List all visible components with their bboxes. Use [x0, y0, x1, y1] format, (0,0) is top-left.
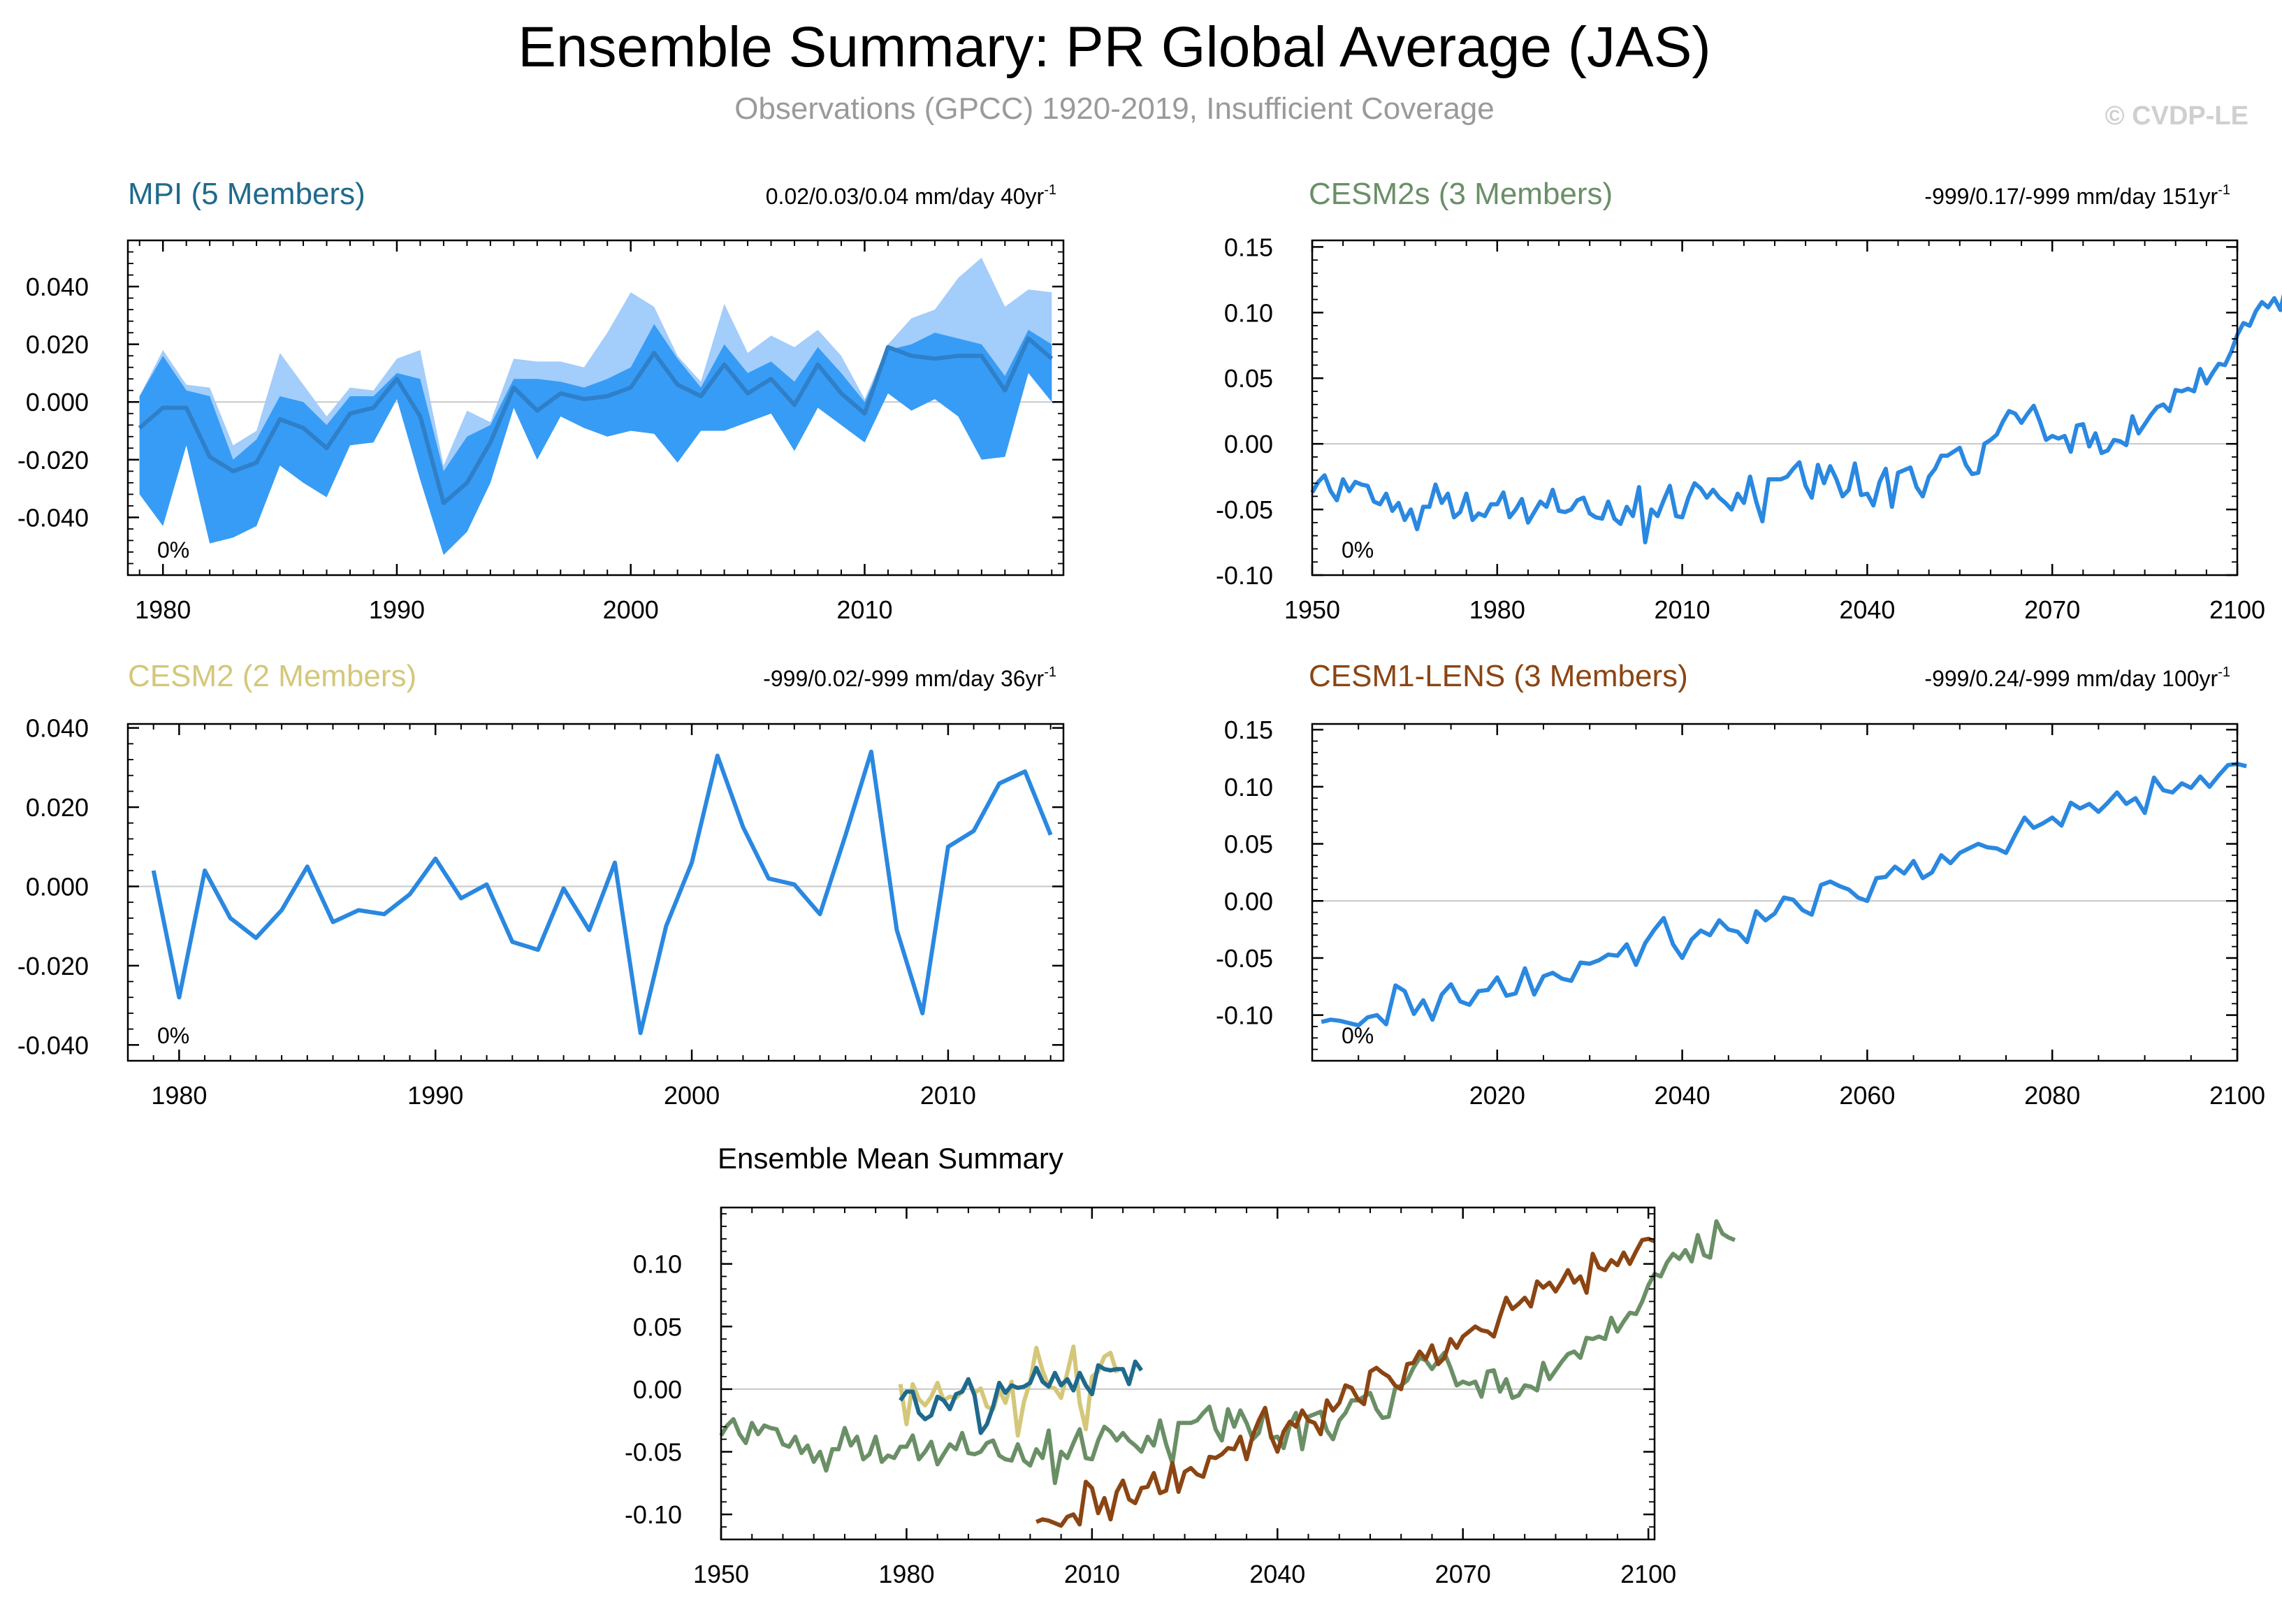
cvdp-le-watermark: © CVDP-LE: [2105, 101, 2248, 131]
summary-line-cesm1: [1035, 1236, 1656, 1528]
mpi-axes: 1980 1990 2000 2010 -0.040 -0.020 0.000 0.020 0.…: [17, 239, 1065, 624]
cesm2s-coverage-label: 0%: [1342, 537, 1374, 563]
cesm1-xtick-label: 2020: [1469, 1081, 1525, 1110]
summary-panel-title: Ensemble Mean Summary: [718, 1142, 1063, 1175]
summary-xtick-label: 2040: [1249, 1560, 1305, 1588]
mpi-ytick-label: 0.000: [26, 388, 89, 416]
mpi-panel: 1980 1990 2000 2010 -0.040 -0.020 0.000 0.020 0.…: [17, 177, 1065, 624]
cesm2s-ytick-label: 0.05: [1224, 364, 1273, 393]
cesm2s-ytick-label: 0.10: [1224, 298, 1273, 327]
mpi-stats-superscript: -1: [1044, 182, 1056, 198]
mpi-ensemble-mean-line: [138, 336, 1054, 505]
cesm2-xtick-label: 1990: [407, 1081, 463, 1110]
cesm2s-ytick-label: 0.00: [1224, 430, 1273, 458]
cesm2s-panel-title: CESM2s (3 Members): [1309, 177, 1613, 211]
cesm1-ensemble-mean-line: [1321, 762, 2247, 1028]
summary-ytick-label: -0.05: [625, 1438, 682, 1467]
cesm1-xtick-label: 2060: [1839, 1081, 1895, 1110]
cesm1-xtick-label: 2080: [2024, 1081, 2080, 1110]
summary-ytick-label: 0.10: [633, 1250, 682, 1279]
cesm2s-ensemble-mean-line: [1310, 293, 2282, 544]
cesm2s-stats-superscript: -1: [2218, 182, 2230, 198]
cesm2-axes: 1980 1990 2000 2010 -0.040 -0.020 0.000 0.020 0.…: [17, 714, 1065, 1110]
cesm2-ytick-label: 0.040: [26, 714, 89, 743]
summary-line-mpi: [899, 1359, 1144, 1435]
mpi-xtick-label: 2000: [603, 595, 659, 624]
cesm2-stats-label: -999/0.02/-999 mm/day 36yr-1: [763, 665, 1056, 691]
summary-xtick-label: 2010: [1064, 1560, 1120, 1588]
summary-ytick-label: 0.00: [633, 1375, 682, 1404]
cesm2s-xtick-label: 1950: [1284, 595, 1340, 624]
summary-xtick-label: 2070: [1435, 1560, 1491, 1588]
figure-title: Ensemble Summary: PR Global Average (JAS…: [518, 15, 1711, 79]
cesm2-panel: 1980 1990 2000 2010 -0.040 -0.020 0.000 0.020 0.…: [17, 659, 1065, 1110]
cesm2s-axes: 1950 1980 2010 2040 2070 2100 -0.10 -0.05 0.00 0.…: [1216, 233, 2265, 624]
mpi-xtick-label: 2010: [836, 595, 892, 624]
cesm1-ytick-label: 0.05: [1224, 830, 1273, 859]
cesm2s-xtick-label: 2040: [1839, 595, 1895, 624]
figure-subtitle: Observations (GPCC) 1920-2019, Insuffici…: [734, 92, 1495, 126]
cesm1-stats-superscript: -1: [2218, 665, 2230, 680]
cesm2-ytick-label: -0.020: [17, 952, 89, 980]
cesm1-panel: 2020 2040 2060 2080 2100 -0.10 -0.05 0.00 0.05 0.…: [1216, 659, 2265, 1110]
summary-xtick-label: 1950: [693, 1560, 749, 1588]
summary-xtick-label: 1980: [878, 1560, 934, 1588]
cesm2-xtick-label: 1980: [151, 1081, 207, 1110]
mpi-xtick-label: 1990: [369, 595, 425, 624]
cesm1-ytick-label: 0.00: [1224, 887, 1273, 915]
cesm2s-xtick-label: 2010: [1655, 595, 1710, 624]
cesm1-xtick-label: 2100: [2209, 1081, 2265, 1110]
cesm2s-ytick-label: 0.15: [1224, 233, 1273, 261]
cesm1-coverage-label: 0%: [1342, 1023, 1374, 1048]
mpi-plot-frame: [126, 239, 1065, 577]
summary-line-cesm2s: [719, 1219, 1736, 1486]
summary-xtick-label: 2100: [1620, 1560, 1676, 1588]
mpi-ytick-label: 0.020: [26, 331, 89, 359]
cesm2-coverage-label: 0%: [157, 1023, 189, 1048]
cesm2-stats-superscript: -1: [1044, 665, 1056, 680]
cesm2-ytick-label: -0.040: [17, 1031, 89, 1059]
cesm2s-xtick-label: 2070: [2024, 595, 2080, 624]
summary-panel: 1950 1980 2010 2040 2070 2100 -0.10 -0.05 0.00 0.…: [625, 1142, 1736, 1588]
summary-plot-frame: [720, 1206, 1656, 1541]
mpi-10-90-band: [139, 324, 1052, 556]
cesm1-ytick-label: -0.05: [1216, 944, 1273, 973]
mpi-panel-title: MPI (5 Members): [128, 177, 365, 211]
cesm1-ytick-label: 0.10: [1224, 773, 1273, 802]
cesm1-ytick-label: -0.10: [1216, 1001, 1273, 1030]
mpi-coverage-label: 0%: [157, 537, 189, 563]
cesm2s-ytick-label: -0.10: [1216, 561, 1273, 590]
cesm2-plot-frame: [126, 723, 1065, 1062]
cesm2-xtick-label: 2000: [664, 1081, 720, 1110]
summary-ytick-label: -0.10: [625, 1500, 682, 1529]
cesm2s-ytick-label: -0.05: [1216, 495, 1273, 524]
cesm2s-panel: 1950 1980 2010 2040 2070 2100 -0.10 -0.05 0.00 0.…: [1216, 177, 2282, 624]
cesm2-ensemble-mean-line: [151, 749, 1053, 1036]
summary-axes: 1950 1980 2010 2040 2070 2100 -0.10 -0.05 0.00 0.…: [625, 1206, 1676, 1588]
mpi-ytick-label: -0.020: [17, 446, 89, 474]
cesm2-ytick-label: 0.020: [26, 793, 89, 822]
cesm1-ytick-label: 0.15: [1224, 716, 1273, 744]
cesm1-panel-title: CESM1-LENS (3 Members): [1309, 659, 1688, 693]
cesm2-panel-title: CESM2 (2 Members): [128, 659, 416, 693]
mpi-ytick-label: 0.040: [26, 273, 89, 301]
cesm1-axes: 2020 2040 2060 2080 2100 -0.10 -0.05 0.00 0.05 0.…: [1216, 716, 2265, 1110]
summary-ytick-label: 0.05: [633, 1312, 682, 1341]
cesm2-ytick-label: 0.000: [26, 872, 89, 901]
cesm2-xtick-label: 2010: [920, 1081, 976, 1110]
mpi-stats-label: 0.02/0.03/0.04 mm/day 40yr-1: [766, 182, 1056, 209]
cesm2s-stats-label: -999/0.17/-999 mm/day 151yr-1: [1924, 182, 2230, 209]
mpi-xtick-label: 1980: [135, 595, 191, 624]
cesm2s-xtick-label: 1980: [1469, 595, 1525, 624]
cesm2s-xtick-label: 2100: [2209, 595, 2265, 624]
cesm1-xtick-label: 2040: [1655, 1081, 1710, 1110]
mpi-ytick-label: -0.040: [17, 503, 89, 532]
cesm1-stats-label: -999/0.24/-999 mm/day 100yr-1: [1924, 665, 2230, 691]
